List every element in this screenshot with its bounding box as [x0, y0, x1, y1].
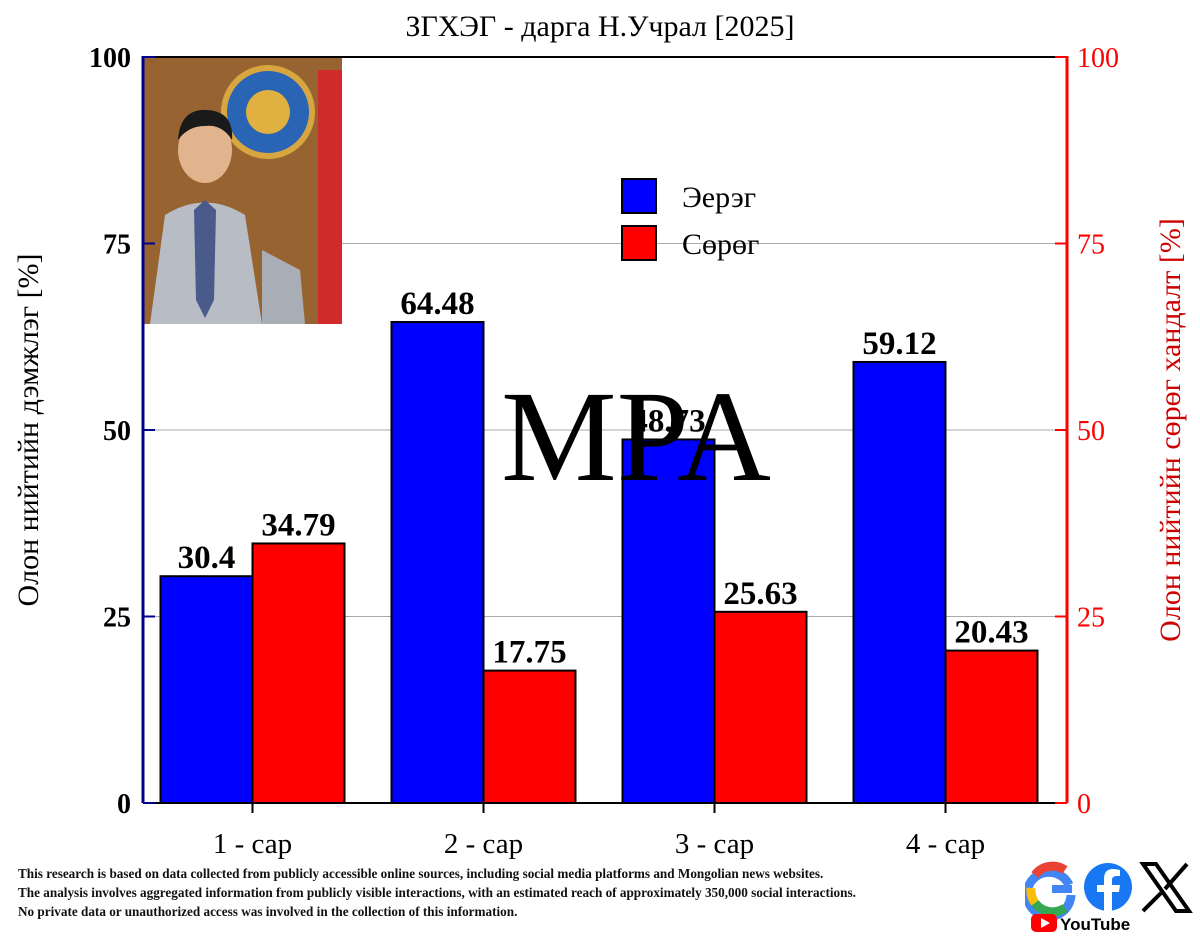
legend-label-positive: Эерэг	[682, 181, 756, 214]
bar-positive	[159, 575, 254, 804]
facebook-icon	[1084, 863, 1132, 911]
bar-positive	[852, 360, 947, 804]
right-y-tick-label: 50	[1077, 416, 1105, 447]
legend: Эерэг Сөрөг	[621, 178, 759, 261]
left-y-tick-label: 25	[103, 603, 131, 634]
footer-line: This research is based on data collected…	[18, 866, 824, 881]
bar-value-label: 20.43	[954, 615, 1028, 651]
left-y-tick-label: 100	[89, 43, 131, 74]
watermark: MPA	[501, 365, 771, 509]
bar-value-label: 48.73	[631, 403, 705, 439]
right-y-tick-label: 75	[1077, 230, 1105, 261]
bar-value-label: 59.12	[862, 326, 936, 362]
bar-value-label: 34.79	[261, 507, 335, 543]
bar-negative	[713, 610, 808, 804]
footer-disclaimer: This research is based on data collected…	[18, 864, 1028, 921]
left-y-axis-label: Олон нийтийн дэмжлэг [%]	[12, 253, 45, 606]
portrait-photo	[143, 58, 342, 324]
x-tick-label: 1 - сар	[213, 828, 292, 860]
legend-swatch-negative	[621, 225, 657, 261]
right-y-tick-label: 0	[1077, 789, 1091, 820]
right-y-ticks: 0 25 50 75 100	[1055, 43, 1119, 820]
bar-positive	[621, 438, 716, 804]
youtube-logo: YouTube	[1031, 914, 1130, 934]
footer-line: No private data or unauthorized access w…	[18, 904, 518, 919]
legend-label-negative: Сөрөг	[682, 228, 759, 261]
footer-line: The analysis involves aggregated informa…	[18, 885, 856, 900]
youtube-label: YouTube	[1060, 915, 1130, 934]
bar-value-label: 64.48	[400, 286, 474, 322]
bar-negative	[482, 669, 577, 805]
google-icon	[1025, 861, 1076, 921]
bar-positive	[390, 320, 485, 804]
left-y-ticks: 0 25 50 75 100	[89, 43, 155, 820]
x-tick-label: 4 - сар	[906, 828, 985, 860]
bar-value-label: 17.75	[492, 635, 566, 671]
right-y-tick-label: 25	[1077, 603, 1105, 634]
right-y-axis-label: Олон нийтийн сөрөг хандалт [%]	[1154, 218, 1187, 642]
x-ticks: 1 - сар 2 - сар 3 - сар 4 - сар	[213, 803, 985, 860]
bar-value-label: 30.4	[178, 540, 236, 576]
x-icon	[1139, 862, 1193, 913]
legend-swatch-positive	[621, 178, 657, 214]
right-y-tick-label: 100	[1077, 43, 1119, 74]
chart-title: ЗГХЭГ - дарга Н.Учрал [2025]	[405, 10, 794, 43]
x-tick-label: 2 - сар	[444, 828, 523, 860]
left-y-tick-label: 50	[103, 416, 131, 447]
bar-value-label: 25.63	[723, 576, 797, 612]
x-tick-label: 3 - сар	[675, 828, 754, 860]
social-logos: YouTube	[1025, 861, 1193, 934]
bar-negative	[944, 649, 1039, 805]
left-y-tick-label: 0	[117, 789, 131, 820]
left-y-tick-label: 75	[103, 230, 131, 261]
bar-value-labels: 30.4 34.79 64.48 17.75 48.73 25.63 59.12 20.43	[178, 286, 1029, 671]
bars	[159, 320, 1039, 805]
bar-negative	[251, 542, 346, 804]
